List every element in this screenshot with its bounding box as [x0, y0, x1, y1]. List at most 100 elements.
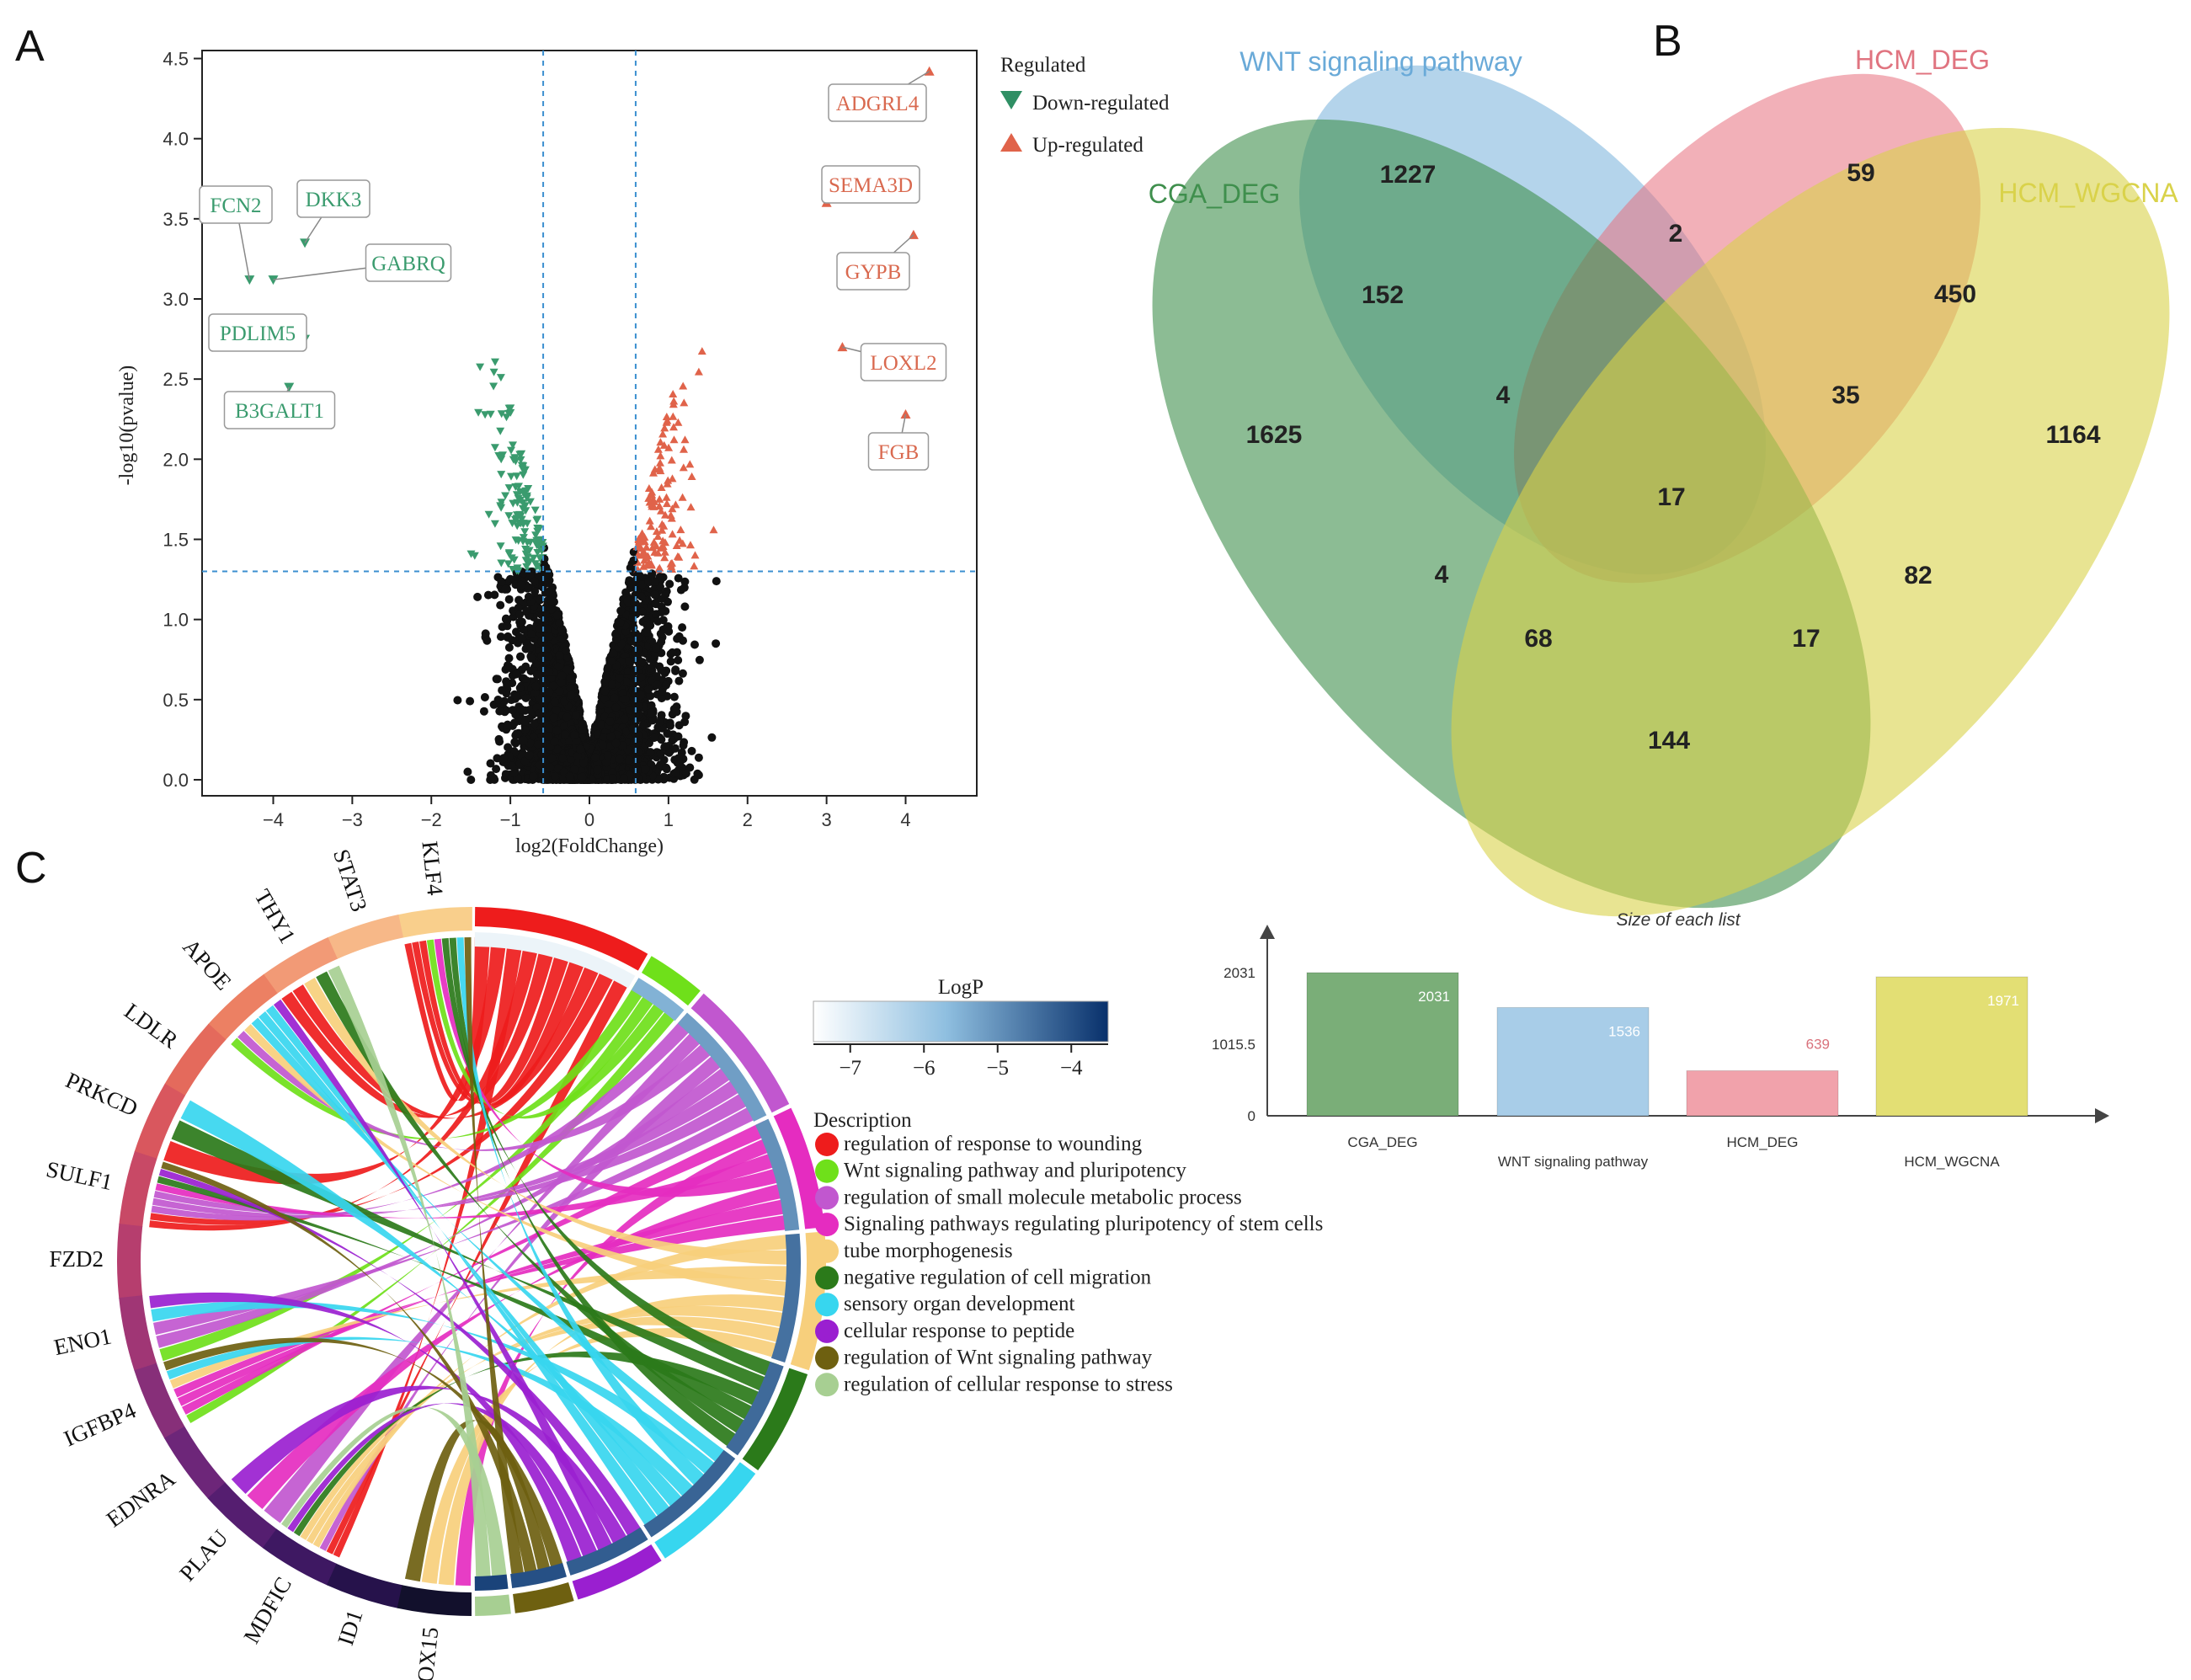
volcano-point — [572, 711, 580, 720]
volcano-point — [680, 583, 689, 592]
volcano-point — [712, 639, 721, 648]
volcano-point-up — [674, 418, 683, 426]
volcano-point-up — [658, 429, 668, 438]
volcano-point-up — [668, 530, 677, 538]
volcano-point-up — [680, 398, 689, 407]
volcano-point — [543, 625, 552, 634]
volcano-point — [537, 651, 546, 660]
volcano-point-up — [680, 445, 688, 453]
volcano-point — [646, 748, 655, 757]
volcano-point — [657, 735, 666, 744]
volcano-point-up — [649, 502, 658, 510]
volcano-point — [479, 707, 488, 716]
volcano-point-up — [678, 493, 687, 501]
volcano-point-up — [669, 390, 678, 397]
volcano-point — [504, 653, 514, 663]
volcano-point-up — [640, 549, 649, 557]
volcano-point-down — [502, 413, 511, 422]
volcano-point — [637, 592, 646, 601]
volcano-point-down — [511, 536, 520, 545]
volcano-point-down — [520, 466, 529, 474]
volcano-point — [663, 729, 672, 739]
volcano-point-up — [656, 451, 665, 460]
volcano-point — [628, 613, 637, 622]
volcano-point — [542, 645, 552, 654]
volcano-point — [562, 665, 572, 675]
volcano-point — [555, 619, 564, 628]
volcano-point — [536, 624, 545, 633]
volcano-point — [646, 691, 655, 701]
volcano-point-down — [519, 489, 528, 498]
volcano-point-up — [655, 463, 664, 472]
volcano-point-down — [504, 560, 513, 568]
volcano-point — [525, 739, 535, 748]
panel-letter-b: B — [1653, 17, 1682, 66]
volcano-point — [664, 627, 674, 636]
volcano-point — [690, 775, 699, 784]
volcano-point — [666, 721, 674, 730]
volcano-point — [626, 706, 635, 715]
volcano-point — [517, 665, 526, 675]
volcano-point — [466, 696, 475, 706]
volcano-point — [544, 652, 553, 661]
volcano-point-up — [679, 463, 688, 472]
volcano-point-down — [511, 457, 520, 466]
volcano-point — [550, 697, 559, 707]
volcano-point — [661, 742, 670, 751]
volcano-point — [674, 573, 683, 583]
volcano-point — [539, 681, 548, 691]
volcano-point-up — [637, 544, 646, 552]
volcano-point — [490, 590, 499, 600]
volcano-point — [504, 595, 514, 604]
volcano-point — [637, 607, 647, 616]
volcano-point — [657, 694, 666, 703]
volcano-point-up — [652, 527, 661, 536]
volcano-point-down — [516, 512, 525, 520]
volcano-point — [453, 696, 462, 705]
volcano-point — [515, 617, 525, 627]
volcano-point — [600, 686, 610, 696]
volcano-point — [707, 733, 717, 742]
volcano-point-down — [474, 408, 483, 417]
volcano-point — [515, 610, 525, 619]
volcano-point-up — [690, 562, 699, 570]
volcano-point — [546, 596, 556, 605]
volcano-point-up — [687, 472, 696, 480]
volcano-point — [483, 590, 493, 600]
volcano-point — [657, 711, 666, 720]
volcano-point-down — [513, 564, 522, 573]
volcano-point — [649, 733, 658, 743]
volcano-point-down — [490, 520, 499, 528]
volcano-point-down — [504, 549, 514, 557]
volcano-point-down — [519, 499, 528, 507]
volcano-point — [616, 618, 625, 627]
volcano-point-up — [660, 424, 669, 432]
volcano-point — [652, 643, 661, 653]
volcano-point — [674, 732, 683, 741]
volcano-point-up — [657, 506, 665, 515]
volcano-point-up — [656, 458, 664, 467]
panel-letter-a: A — [15, 22, 45, 71]
volcano-point — [500, 584, 509, 594]
volcano-point — [515, 683, 525, 692]
volcano-point — [630, 598, 639, 607]
volcano-point-up — [658, 520, 667, 528]
volcano-point-down — [496, 427, 505, 435]
volcano-point-down — [517, 450, 526, 458]
volcano-point-down — [533, 515, 542, 524]
volcano-point — [675, 760, 685, 769]
volcano-point-up — [660, 547, 669, 556]
volcano-point-up — [690, 551, 700, 559]
volcano-point — [603, 663, 612, 672]
volcano-point — [694, 753, 703, 762]
volcano-point-down — [530, 560, 540, 568]
volcano-point — [527, 629, 536, 638]
volcano-point-up — [648, 543, 657, 552]
volcano-point-down — [507, 472, 515, 481]
volcano-point-up — [657, 483, 666, 491]
volcano-point — [666, 657, 675, 666]
volcano-point — [631, 590, 640, 600]
volcano-point — [510, 718, 519, 728]
volcano-point-up — [669, 423, 678, 431]
